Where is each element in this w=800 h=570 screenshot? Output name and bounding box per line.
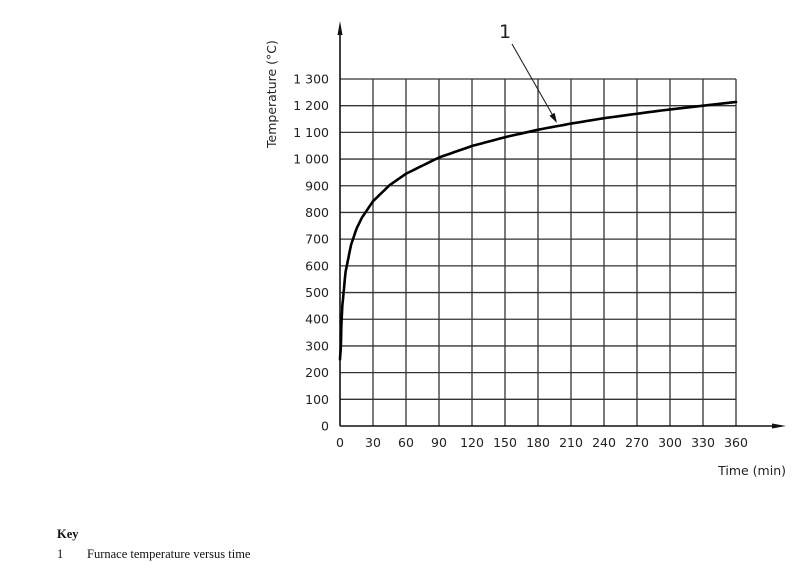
furnace-temperature-curve	[338, 100, 738, 361]
x-tick-label: 90	[431, 435, 447, 450]
y-tick-label: 500	[305, 285, 329, 300]
y-tick-label: 900	[305, 178, 329, 193]
y-tick-labels: 0 100 200 300 400 500 600 700 800 900 1 000 1 100 1 …	[293, 72, 329, 434]
x-tick-label: 210	[559, 435, 583, 450]
x-tick-label: 180	[526, 435, 550, 450]
x-tick-label: 150	[493, 435, 517, 450]
x-tick-label: 360	[724, 435, 748, 450]
y-axis-title: Temperature (°C)	[264, 40, 279, 149]
x-tick-label: 240	[592, 435, 616, 450]
x-tick-labels: 0 30 60 90 120 150 180 210 240 270 300 330 360	[336, 435, 748, 450]
x-tick-label: 330	[691, 435, 715, 450]
callout-leader-line	[511, 43, 557, 122]
axes	[337, 21, 786, 429]
x-tick-label: 60	[398, 435, 414, 450]
callout-arrow-icon	[549, 112, 557, 123]
y-tick-label: 200	[305, 365, 329, 380]
callout-label: 1	[499, 21, 511, 43]
x-tick-label: 30	[365, 435, 381, 450]
y-tick-label: 100	[305, 392, 329, 407]
y-tick-label: 300	[305, 338, 329, 353]
y-tick-label: 1 100	[293, 125, 329, 140]
key-item-label: Furnace temperature versus time	[87, 547, 251, 561]
y-tick-label: 1 300	[293, 72, 329, 87]
x-axis-arrow-icon	[772, 423, 786, 429]
x-tick-label: 0	[336, 435, 344, 450]
key-item-number: 1	[57, 547, 64, 561]
grid-lines	[340, 78, 737, 426]
y-tick-label: 0	[321, 419, 329, 434]
y-tick-label: 1 000	[293, 152, 329, 167]
x-tick-label: 300	[658, 435, 682, 450]
y-tick-label: 800	[305, 205, 329, 220]
callout: 1	[499, 21, 557, 123]
y-axis-arrow-icon	[337, 21, 343, 35]
x-axis-title: Time (min)	[717, 463, 786, 478]
y-tick-label: 400	[305, 312, 329, 327]
x-tick-label: 270	[625, 435, 649, 450]
y-tick-label: 1 200	[293, 98, 329, 113]
key-legend: Key 1 Furnace temperature versus time	[57, 527, 250, 562]
y-tick-label: 600	[305, 258, 329, 273]
key-title: Key	[57, 527, 79, 541]
x-tick-label: 120	[460, 435, 484, 450]
key-item: 1 Furnace temperature versus time	[57, 547, 250, 562]
y-tick-label: 700	[305, 232, 329, 247]
